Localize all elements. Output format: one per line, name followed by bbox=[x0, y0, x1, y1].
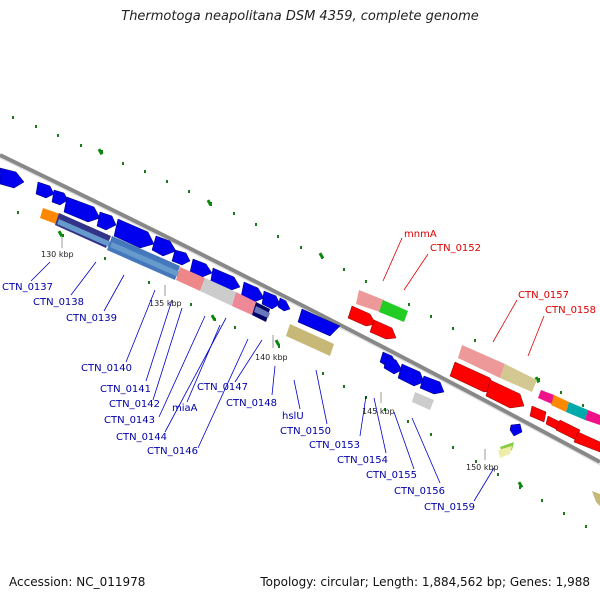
label-ctn-0154[interactable]: CTN_0154 bbox=[337, 455, 388, 466]
label-ctn-0143[interactable]: CTN_0143 bbox=[104, 415, 155, 426]
gene-ctn-0154[interactable] bbox=[383, 356, 403, 375]
gene-ctn-0159[interactable] bbox=[509, 423, 523, 437]
gene-ctn-0158[interactable] bbox=[485, 379, 525, 409]
topology-text: Topology: circular; Length: 1,884,562 bp… bbox=[260, 575, 590, 589]
label-ctn-0153[interactable]: CTN_0153 bbox=[309, 440, 360, 451]
gene-ctn-0137[interactable] bbox=[0, 167, 25, 189]
gene-ctn-0148b[interactable] bbox=[261, 290, 281, 310]
label-ctn-0139[interactable]: CTN_0139 bbox=[66, 313, 117, 324]
gene-ctn-0144[interactable] bbox=[171, 249, 191, 266]
label-ctn-0142[interactable]: CTN_0142 bbox=[109, 399, 160, 410]
label-hslu[interactable]: hslU bbox=[282, 411, 304, 422]
label-ctn-0140[interactable]: CTN_0140 bbox=[81, 363, 132, 374]
gene-mnma-block[interactable] bbox=[356, 290, 384, 312]
gc-content-track bbox=[12, 116, 587, 528]
gene-ctn-0142[interactable] bbox=[113, 218, 155, 249]
red-leader-lines bbox=[382, 237, 545, 357]
label-ctn-0146[interactable]: CTN_0146 bbox=[147, 446, 198, 457]
accession-text: Accession: NC_011978 bbox=[9, 575, 146, 589]
scale-labels: 130 kbp 135 kbp 140 kbp 145 kbp 150 kbp bbox=[41, 237, 499, 472]
tick-135: 135 kbp bbox=[149, 299, 182, 308]
label-ctn-0150[interactable]: CTN_0150 bbox=[280, 426, 331, 437]
label-ctn-0147[interactable]: CTN_0147 bbox=[197, 382, 248, 393]
gene-hslu[interactable] bbox=[277, 297, 291, 312]
label-mnma[interactable]: mnmA bbox=[404, 229, 437, 240]
blue-gene-labels: CTN_0137 CTN_0138 CTN_0139 CTN_0140 CTN_… bbox=[2, 282, 475, 513]
red-gene-labels: mnmA CTN_0152 CTN_0157 CTN_0158 bbox=[404, 229, 596, 316]
label-ctn-0155[interactable]: CTN_0155 bbox=[366, 470, 417, 481]
tick-145: 145 kbp bbox=[362, 407, 395, 416]
gene-ctn-0152-block[interactable] bbox=[379, 300, 408, 322]
label-ctn-0157[interactable]: CTN_0157 bbox=[518, 290, 569, 301]
gene-ctn-0143[interactable] bbox=[151, 235, 177, 257]
label-ctn-0141[interactable]: CTN_0141 bbox=[100, 384, 151, 395]
label-ctn-0137[interactable]: CTN_0137 bbox=[2, 282, 53, 293]
gene-mnma[interactable] bbox=[347, 305, 377, 327]
label-ctn-0148[interactable]: CTN_0148 bbox=[226, 398, 277, 409]
reverse-strand-genes bbox=[347, 290, 600, 453]
label-ctn-0152[interactable]: CTN_0152 bbox=[430, 243, 481, 254]
label-ctn-0159[interactable]: CTN_0159 bbox=[424, 502, 475, 513]
gene-ctn-0156[interactable] bbox=[419, 375, 445, 395]
label-ctn-0158[interactable]: CTN_0158 bbox=[545, 305, 596, 316]
tick-130: 130 kbp bbox=[41, 250, 74, 259]
label-ctn-0138[interactable]: CTN_0138 bbox=[33, 297, 84, 308]
tick-150: 150 kbp bbox=[466, 463, 499, 472]
gene-ctn-0140[interactable] bbox=[63, 196, 101, 223]
gene-ctn-0139[interactable] bbox=[51, 189, 69, 206]
gene-ctn-0155[interactable] bbox=[397, 363, 425, 387]
page-title: Thermotoga neapolitana DSM 4359, complet… bbox=[121, 9, 479, 24]
gene-ctn-0150[interactable] bbox=[297, 308, 341, 337]
gene-ctn-0152[interactable] bbox=[369, 319, 397, 340]
gene-ctn-0138[interactable] bbox=[35, 181, 55, 199]
label-ctn-0156[interactable]: CTN_0156 bbox=[394, 486, 445, 497]
gene-ctn-0146[interactable] bbox=[189, 258, 213, 279]
label-miaa[interactable]: miaA bbox=[172, 403, 198, 414]
blast-hit-blocks bbox=[40, 208, 600, 506]
tick-140: 140 kbp bbox=[255, 353, 288, 362]
label-ctn-0144[interactable]: CTN_0144 bbox=[116, 432, 167, 443]
gene-ctn-0141[interactable] bbox=[96, 211, 117, 231]
blue-leader-lines bbox=[30, 261, 495, 502]
genome-backbone bbox=[0, 153, 600, 466]
